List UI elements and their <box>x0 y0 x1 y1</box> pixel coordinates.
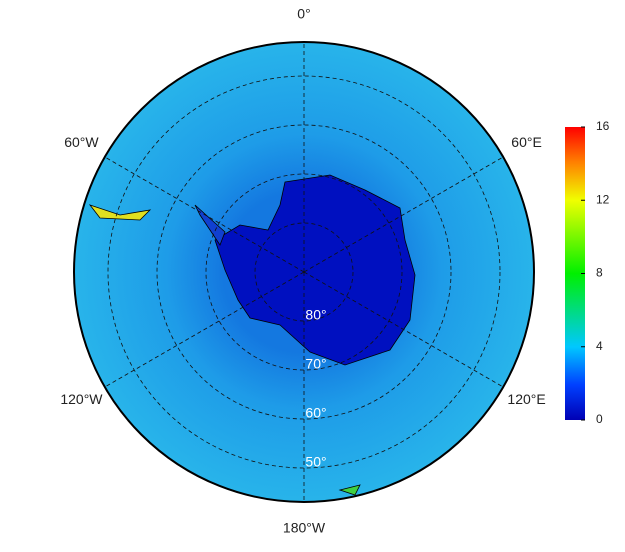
colorbar-label: 12 <box>596 192 610 206</box>
colorbar-label: 16 <box>596 119 610 133</box>
longitude-label: 60°W <box>64 134 99 150</box>
meridian <box>104 156 305 273</box>
latitude-label: 70° <box>305 356 326 372</box>
graticule <box>104 42 504 502</box>
south-america <box>88 204 152 221</box>
latitude-label: 80° <box>305 307 326 323</box>
longitude-label: 120°E <box>507 391 545 407</box>
colorbar-label: 0 <box>596 412 603 426</box>
longitude-label: 60°E <box>511 134 542 150</box>
new-zealand <box>338 484 361 496</box>
colorbar-label: 8 <box>596 266 603 280</box>
meridian <box>303 156 504 273</box>
peninsula <box>194 204 226 246</box>
longitude-label: 0° <box>297 6 310 22</box>
latitude-ring <box>156 124 452 420</box>
colorbar <box>565 127 585 420</box>
latitude-ring <box>254 222 354 322</box>
meridian <box>303 271 504 388</box>
map-border <box>73 41 535 503</box>
latitude-label: 50° <box>305 454 326 470</box>
antarctica <box>214 174 416 366</box>
longitude-label: 180°W <box>283 520 326 536</box>
latitude-label: 60° <box>305 405 326 421</box>
meridian <box>104 271 305 388</box>
longitude-label: 120°W <box>60 391 103 407</box>
latitude-ring <box>205 173 403 371</box>
latitude-ring <box>107 75 501 469</box>
colorbar-label: 4 <box>596 339 603 353</box>
